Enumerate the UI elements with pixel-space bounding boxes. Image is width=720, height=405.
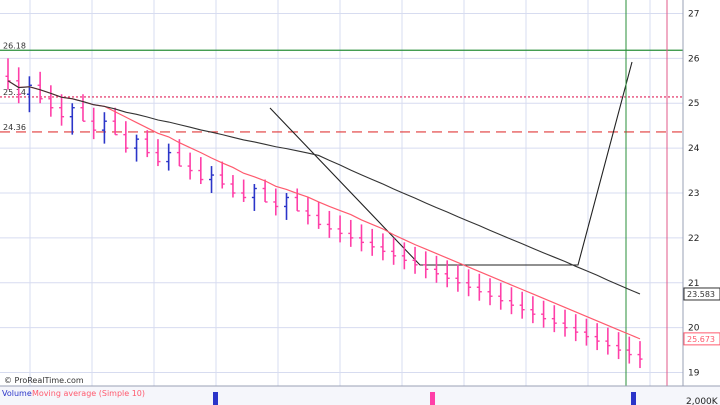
- candle: [48, 85, 54, 117]
- level-label: 25.14: [3, 88, 26, 97]
- candle: [573, 314, 579, 342]
- candle: [551, 305, 557, 333]
- candle: [455, 264, 461, 292]
- cup-pattern-line: [269, 61, 633, 266]
- candle: [562, 309, 568, 337]
- long-average-line: [7, 80, 641, 295]
- volume-bar: [631, 392, 636, 405]
- y-tick-label: 27: [688, 9, 699, 19]
- candle: [187, 152, 193, 180]
- volume-tick: 2,000K: [686, 397, 719, 405]
- level-label: 24.36: [3, 123, 26, 132]
- candle: [16, 67, 22, 104]
- candle: [530, 296, 536, 324]
- candle: [69, 103, 75, 135]
- candle: [498, 282, 504, 310]
- y-tick-label: 26: [688, 54, 700, 64]
- long-average-value-tag: 23.583: [683, 287, 720, 301]
- candle: [37, 71, 43, 104]
- candle: [391, 237, 397, 265]
- candle: [123, 121, 129, 153]
- y-tick-label: 25: [688, 99, 699, 109]
- volume-label: Volume: [2, 389, 32, 398]
- moving-average-legend: Moving average (Simple 10): [32, 389, 145, 398]
- candle: [284, 193, 290, 220]
- candle: [198, 157, 204, 185]
- watermark: © ProRealTime.com: [4, 376, 84, 385]
- svg-text:25.673: 25.673: [687, 335, 715, 344]
- candle: [508, 287, 514, 315]
- candle: [637, 341, 643, 369]
- candle: [626, 336, 632, 364]
- candle: [273, 188, 279, 216]
- candle: [605, 327, 611, 355]
- grid: [0, 0, 683, 386]
- candle: [251, 184, 257, 211]
- candle: [305, 197, 311, 225]
- candle: [26, 76, 32, 113]
- candle: [348, 219, 354, 247]
- candle: [519, 291, 525, 319]
- volume-bar: [430, 392, 435, 405]
- averages: [7, 80, 641, 340]
- candle: [59, 94, 65, 126]
- y-tick-label: 24: [688, 144, 700, 154]
- candle: [326, 210, 332, 238]
- candle: [241, 179, 247, 202]
- level-label: 26.18: [3, 41, 26, 50]
- candle: [380, 233, 386, 261]
- candle: [316, 201, 322, 229]
- candle: [369, 228, 375, 256]
- candle: [412, 246, 418, 274]
- candle: [294, 188, 300, 212]
- candle: [166, 143, 172, 171]
- candle: [155, 139, 161, 167]
- candle: [466, 269, 472, 297]
- candle: [476, 273, 482, 301]
- candle: [358, 224, 364, 252]
- candle: [594, 323, 600, 351]
- candle: [337, 215, 343, 243]
- candle: [230, 175, 236, 198]
- pattern-drawing: [269, 0, 668, 386]
- candle: [262, 179, 268, 203]
- candle: [423, 251, 429, 279]
- candle: [80, 94, 86, 122]
- candle: [144, 130, 150, 158]
- candle: [541, 300, 547, 328]
- y-tick-label: 21: [688, 279, 699, 289]
- candle: [209, 166, 215, 193]
- candle: [433, 255, 439, 283]
- volume-panel: Volume Moving average (Simple 10) 2,000K: [0, 385, 720, 405]
- candle: [583, 318, 589, 346]
- candle: [487, 278, 493, 306]
- y-tick-label: 19: [688, 369, 700, 379]
- volume-bar: [213, 392, 218, 405]
- candle: [401, 242, 407, 270]
- candle: [176, 139, 182, 167]
- candle: [91, 107, 97, 140]
- candle: [219, 161, 225, 189]
- y-tick-label: 22: [688, 234, 699, 244]
- candle: [616, 332, 622, 360]
- candle: [134, 134, 140, 162]
- horizontal-levels: 26.18 25.14 24.36: [0, 41, 683, 133]
- candle: [101, 112, 107, 144]
- candle: [444, 260, 450, 288]
- y-tick-label: 23: [688, 189, 699, 199]
- moving-average-line: [7, 80, 641, 340]
- volume-bg: [0, 386, 720, 405]
- y-tick-label: 20: [688, 324, 700, 334]
- moving-average-value-tag: 25.673: [683, 332, 720, 346]
- svg-text:23.583: 23.583: [687, 290, 715, 299]
- y-axis: 19 20 21 22 23 24 25 26 27 25.673 23.583: [682, 0, 720, 405]
